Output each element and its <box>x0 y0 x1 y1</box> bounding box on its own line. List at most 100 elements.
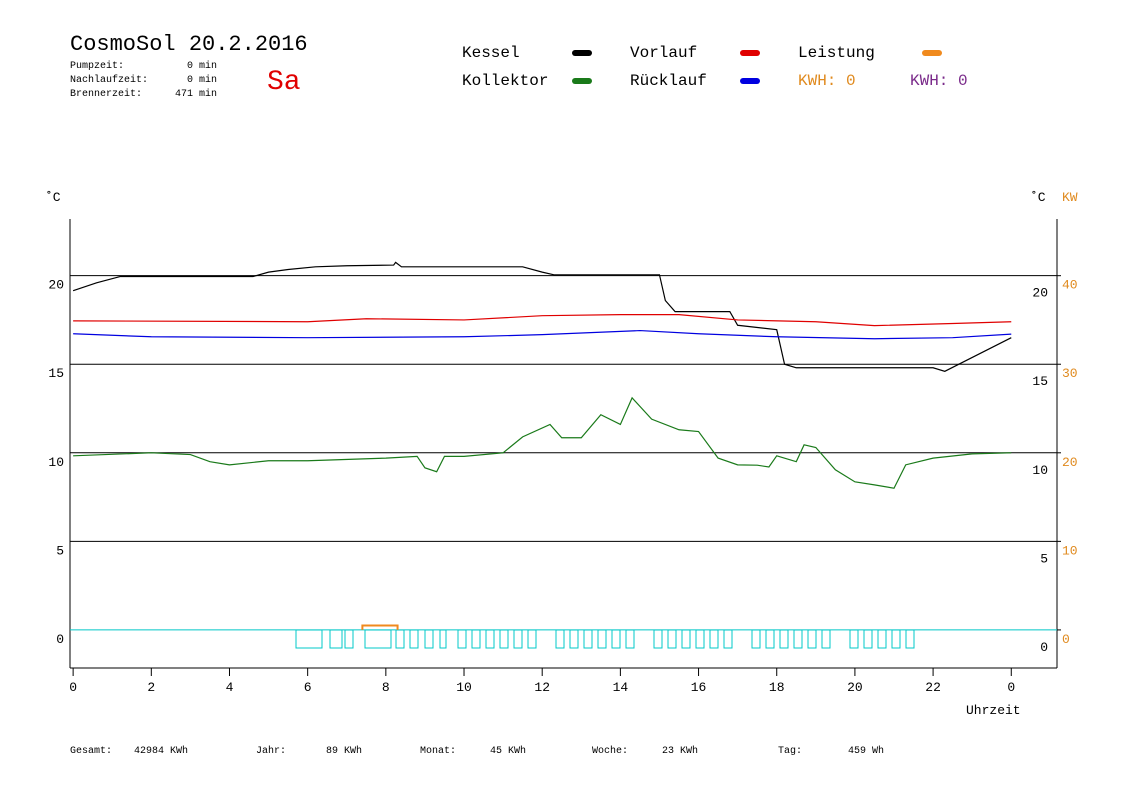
kwh-label: KWH: 0 <box>910 72 968 90</box>
pump-box <box>765 629 775 649</box>
pump-box <box>709 629 719 649</box>
x-tick-label: 0 <box>1007 680 1015 695</box>
x-tick-label: 0 <box>69 680 77 695</box>
legend-label: Kessel <box>462 44 520 62</box>
x-tick-label: 18 <box>769 680 785 695</box>
pump-box <box>329 629 343 649</box>
pump-box <box>439 629 447 649</box>
pump-box <box>905 629 915 649</box>
y2-axis-label: KW <box>1062 190 1078 205</box>
pump-box <box>471 629 481 649</box>
x-tick-label: 2 <box>147 680 155 695</box>
footer-value: 45 KWh <box>490 745 526 757</box>
pump-box <box>877 629 887 649</box>
pump-box <box>849 629 859 649</box>
y2-tick-label: 30 <box>1062 366 1078 381</box>
pump-box <box>891 629 901 649</box>
pump-box <box>611 629 621 649</box>
y-axis-label: ˚C <box>45 190 61 205</box>
pump-box <box>821 629 831 649</box>
y2-tick-label: 20 <box>1062 455 1078 470</box>
legend-label: Kollektor <box>462 72 548 90</box>
footer-label: Jahr: <box>256 745 286 757</box>
footer-label: Monat: <box>420 746 456 757</box>
legend-label: Vorlauf <box>630 44 697 62</box>
y-tick-label-right: 20 <box>1032 286 1048 301</box>
pump-box <box>485 629 495 649</box>
series-line <box>73 396 1012 489</box>
y2-tick-label: 10 <box>1062 543 1078 558</box>
x-tick-label: 4 <box>226 680 234 695</box>
info-value: 0 min <box>187 74 217 86</box>
x-tick-label: 6 <box>304 680 312 695</box>
footer-value: 42984 KWh <box>134 745 188 757</box>
x-tick-label: 20 <box>847 680 863 695</box>
footer-value: 459 Wh <box>848 745 884 757</box>
x-tick-label: 12 <box>534 680 550 695</box>
pump-box <box>723 629 733 649</box>
pump-box <box>364 629 392 649</box>
pump-box <box>409 629 419 649</box>
pump-box <box>527 629 537 649</box>
info-value: 0 min <box>187 60 217 72</box>
y-tick-label: 15 <box>48 366 64 381</box>
info-label: Pumpzeit: <box>70 60 124 72</box>
pump-box <box>344 629 354 649</box>
pump-box <box>807 629 817 649</box>
x-tick-label: 14 <box>613 680 629 695</box>
footer-value: 23 KWh <box>662 745 698 757</box>
pump-box <box>751 629 761 649</box>
x-tick-label: 8 <box>382 680 390 695</box>
kwh-label: KWH: 0 <box>798 72 856 90</box>
pump-box <box>597 629 607 649</box>
pump-box <box>499 629 509 649</box>
x-axis-label: Uhrzeit <box>966 703 1021 718</box>
legend-label: Leistung <box>798 44 875 62</box>
y2-tick-label: 40 <box>1062 278 1078 293</box>
pump-box <box>457 629 467 649</box>
info-label: Brennerzeit: <box>70 88 142 100</box>
y-tick-label: 20 <box>48 278 64 293</box>
pump-box <box>569 629 579 649</box>
y-axis-label-right: ˚C <box>1030 190 1046 205</box>
y-tick-label: 10 <box>48 455 64 470</box>
pump-box <box>695 629 705 649</box>
x-tick-label: 10 <box>456 680 472 695</box>
pump-box <box>625 629 635 649</box>
x-tick-label: 16 <box>691 680 707 695</box>
pump-box <box>295 629 323 649</box>
series-line <box>361 624 399 630</box>
x-tick-label: 22 <box>925 680 941 695</box>
y-tick-label: 0 <box>56 632 64 647</box>
footer-label: Woche: <box>592 745 628 757</box>
info-label: Nachlaufzeit: <box>70 74 148 86</box>
footer-value: 89 KWh <box>326 745 362 757</box>
y-tick-label-right: 5 <box>1040 551 1048 566</box>
pump-box <box>667 629 677 649</box>
pump-box <box>424 629 434 649</box>
y-tick-label-right: 0 <box>1040 640 1048 655</box>
pump-box <box>793 629 803 649</box>
chart-title: CosmoSol 20.2.2016 <box>70 32 308 57</box>
footer-label: Gesamt: <box>70 746 112 757</box>
y-tick-label-right: 10 <box>1032 463 1048 478</box>
footer-label: Tag: <box>778 746 802 757</box>
pump-box <box>583 629 593 649</box>
day-label: Sa <box>267 67 301 98</box>
series-line <box>73 329 1012 340</box>
series-line <box>72 261 1012 372</box>
series-line <box>73 314 1012 327</box>
y-tick-label-right: 15 <box>1032 374 1048 389</box>
info-value: 471 min <box>175 88 217 100</box>
legend-label: Rücklauf <box>630 72 707 90</box>
pump-box <box>779 629 789 649</box>
pump-box <box>681 629 691 649</box>
y-tick-label: 5 <box>56 543 64 558</box>
pump-box <box>653 629 663 649</box>
pump-box <box>863 629 873 649</box>
pump-box <box>555 629 565 649</box>
pump-box <box>513 629 523 649</box>
y2-tick-label: 0 <box>1062 632 1070 647</box>
pump-box <box>395 629 405 649</box>
